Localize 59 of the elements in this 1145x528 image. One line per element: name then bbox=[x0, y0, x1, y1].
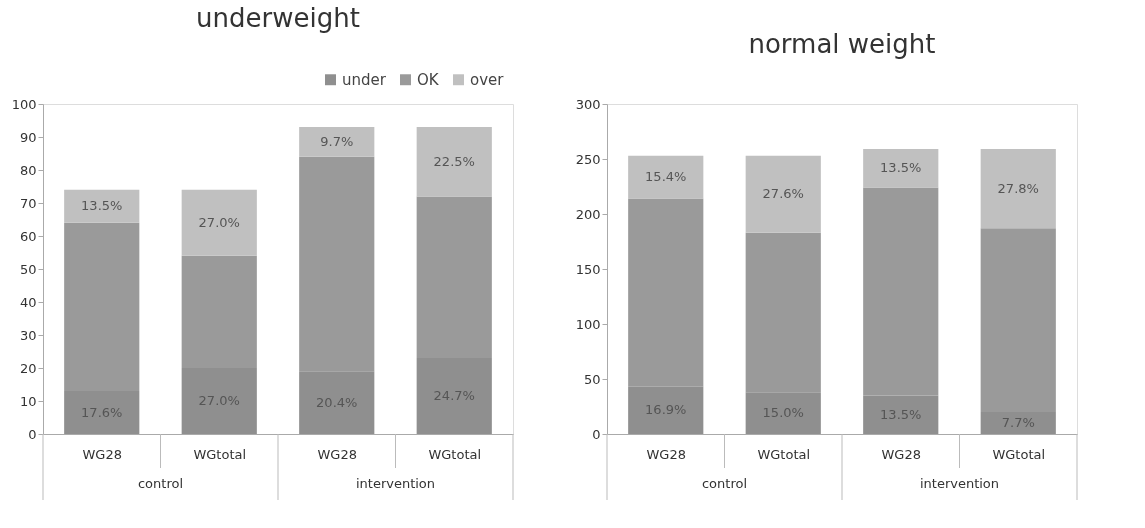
annotation: 13.5% bbox=[81, 198, 123, 214]
annotation: 27.0% bbox=[198, 393, 240, 408]
y-tick-label: 100 bbox=[575, 316, 601, 332]
annotation: 7.7% bbox=[1001, 415, 1035, 430]
y-tick-label: 0 bbox=[28, 426, 37, 442]
text: control bbox=[137, 476, 184, 491]
annotation: 16.9% bbox=[645, 402, 687, 418]
y-tick-label: 150 bbox=[575, 261, 601, 277]
annotation: 15.0% bbox=[762, 405, 804, 421]
annotation: 15.4% bbox=[645, 169, 687, 185]
annotation: 27.8% bbox=[997, 180, 1039, 196]
y-tick-label: 40 bbox=[19, 294, 37, 310]
bar bbox=[64, 189, 140, 223]
bar bbox=[299, 127, 375, 157]
bar bbox=[745, 155, 821, 233]
annotation: 13.5% bbox=[880, 406, 922, 422]
annotation: 22.5% bbox=[433, 153, 475, 169]
y-tick-label: 20 bbox=[19, 360, 37, 376]
annotation: 24.7% bbox=[433, 388, 475, 404]
x-tick-label: WG28 bbox=[317, 446, 357, 462]
bar bbox=[980, 149, 1056, 229]
y-tick-label: 50 bbox=[19, 261, 37, 277]
x-tick-label: WG28 bbox=[82, 446, 122, 462]
annotation: 27.6% bbox=[762, 186, 804, 202]
x-tick-label: WGtotal bbox=[992, 446, 1046, 462]
y-tick-label: 90 bbox=[19, 129, 37, 145]
bar bbox=[416, 127, 492, 197]
annotation: 27.0% bbox=[198, 214, 240, 230]
text: intervention bbox=[355, 476, 436, 491]
annotation: 9.7% bbox=[320, 133, 354, 149]
annotation: 17.6% bbox=[81, 404, 123, 420]
y-tick-label: 250 bbox=[575, 151, 601, 167]
y-tick-label: 70 bbox=[19, 195, 37, 211]
bar bbox=[628, 155, 704, 199]
y-tick-label: 10 bbox=[19, 393, 37, 409]
y-tick-label: 0 bbox=[592, 426, 601, 442]
chart-title: normal weight bbox=[748, 29, 936, 59]
text: intervention bbox=[919, 476, 1000, 491]
y-tick-label: 300 bbox=[575, 96, 601, 112]
y-tick-label: 50 bbox=[583, 371, 601, 387]
legend-label: OK bbox=[417, 70, 440, 89]
annotation: 13.5% bbox=[880, 160, 922, 176]
x-tick-label: WGtotal bbox=[428, 446, 482, 462]
legend-label: over bbox=[470, 70, 505, 89]
bar bbox=[181, 189, 257, 256]
y-tick-label: 100 bbox=[11, 96, 37, 112]
y-tick-label: 200 bbox=[575, 206, 601, 222]
y-tick-label: 80 bbox=[19, 162, 37, 178]
legend-label: under bbox=[342, 70, 387, 89]
y-tick-label: 60 bbox=[19, 228, 37, 244]
annotation: 20.4% bbox=[316, 394, 358, 410]
x-tick-label: WGtotal bbox=[757, 446, 811, 462]
chart-title: underweight bbox=[196, 3, 360, 33]
text: control bbox=[701, 476, 748, 491]
x-tick-label: WG28 bbox=[881, 446, 921, 462]
y-tick-label: 30 bbox=[19, 327, 37, 343]
x-tick-label: WGtotal bbox=[193, 446, 247, 462]
x-tick-label: WG28 bbox=[646, 446, 686, 462]
bar bbox=[863, 149, 939, 188]
